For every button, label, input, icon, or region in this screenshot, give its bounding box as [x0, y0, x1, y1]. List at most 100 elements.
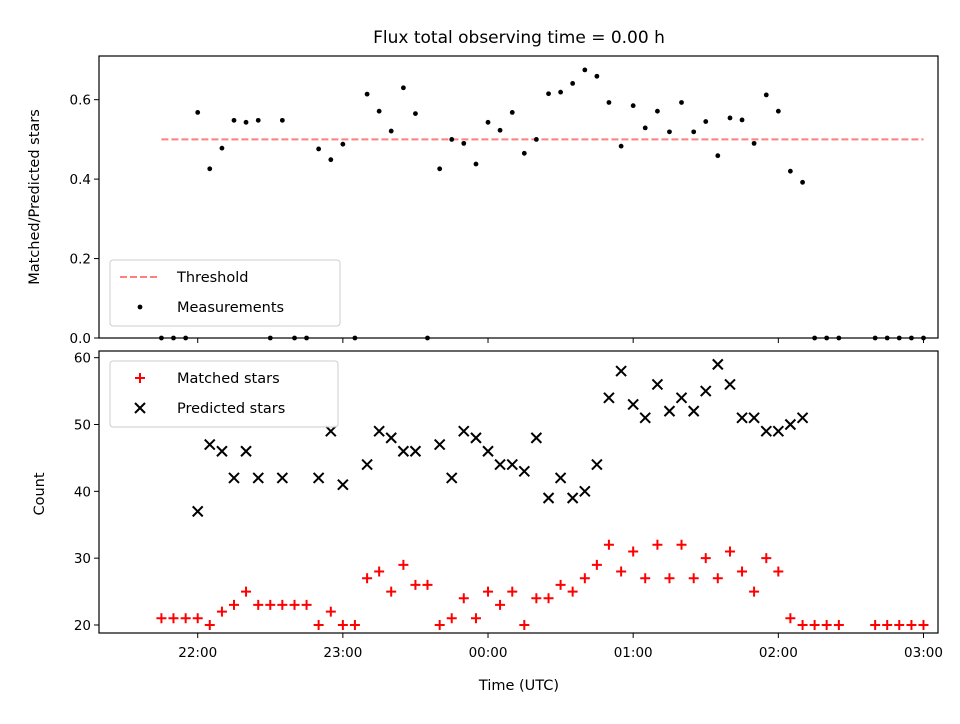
predicted-stars-point — [361, 458, 373, 471]
matched-stars-point — [422, 579, 433, 590]
matched-stars-point — [894, 619, 905, 630]
measurements-point — [787, 168, 793, 174]
measurements-point — [618, 143, 624, 149]
predicted-stars-point — [252, 472, 264, 484]
legend-measurements-swatch — [137, 304, 143, 310]
top-y-axis-label: Matched/Predicted stars — [27, 109, 43, 285]
bottom-axes-frame — [98, 350, 939, 634]
measurements-point — [255, 117, 261, 123]
predicted-stars-point — [216, 445, 228, 457]
matched-stars-point — [555, 579, 566, 590]
predicted-stars-point — [446, 472, 458, 484]
matched-stars-point — [918, 619, 929, 630]
measurements-point — [739, 117, 745, 123]
measurements-point — [231, 117, 237, 123]
predicted-stars-point — [651, 378, 664, 391]
predicted-stars-point — [506, 458, 518, 471]
matched-stars-point — [712, 573, 723, 584]
matched-stars-point — [688, 573, 699, 584]
matched-stars-point — [362, 573, 373, 584]
matched-stars-point — [180, 613, 191, 624]
matched-stars-point — [216, 606, 227, 617]
matched-stars-point — [543, 593, 554, 604]
bottom-y-tick-label: 60 — [74, 351, 91, 367]
predicted-stars-point — [482, 445, 494, 457]
measurements-point — [594, 73, 600, 79]
bottom-legend — [109, 360, 339, 428]
matched-stars-point — [313, 619, 324, 630]
legend-measurements-label: Measurements — [177, 300, 284, 316]
measurements-point — [461, 140, 467, 146]
matched-stars-point — [289, 599, 300, 610]
matched-stars-point — [265, 599, 276, 610]
matched-stars-point — [664, 573, 675, 584]
matched-stars-point — [470, 613, 481, 624]
predicted-stars-point — [639, 412, 651, 424]
matched-stars-point — [410, 579, 421, 590]
predicted-stars-point — [687, 405, 700, 417]
measurements-point — [800, 179, 805, 185]
chart-title: Flux total observing time = 0.00 h — [373, 28, 665, 48]
x-tick-label: 22:00 — [178, 645, 217, 661]
measurements-point — [667, 129, 672, 135]
x-tick-label: 00:00 — [469, 645, 508, 661]
matched-stars-point — [785, 613, 796, 624]
matched-stars-point — [495, 599, 506, 610]
matched-stars-point — [374, 566, 385, 577]
measurements-point — [606, 100, 612, 105]
legend-matched-stars-swatch — [135, 373, 145, 383]
x-axis-label: Time (UTC) — [478, 678, 559, 694]
matched-stars-point — [870, 619, 881, 630]
measurements-point — [533, 137, 539, 142]
measurements-point — [521, 150, 527, 156]
matched-stars-point — [773, 566, 784, 577]
matched-stars-point — [446, 613, 457, 624]
x-tick-label: 02:00 — [759, 645, 798, 661]
predicted-stars-point — [784, 418, 797, 431]
top-y-tick-label: 0.4 — [70, 172, 91, 188]
predicted-stars-point — [603, 392, 615, 404]
measurements-point — [546, 91, 551, 97]
measurements-point — [679, 100, 684, 105]
predicted-stars-point — [204, 438, 216, 451]
predicted-stars-point — [736, 412, 748, 424]
predicted-stars-point — [228, 472, 240, 484]
bottom-y-axis-label: Count — [32, 472, 48, 515]
measurements-point — [630, 103, 636, 109]
matched-stars-point — [652, 539, 663, 550]
measurements-point — [570, 81, 576, 86]
matched-stars-point — [398, 559, 409, 570]
predicted-stars-point — [748, 412, 760, 424]
predicted-stars-point — [494, 458, 506, 471]
measurements-point — [727, 115, 733, 121]
matched-stars-point — [277, 599, 288, 610]
x-tick-label: 23:00 — [323, 645, 362, 661]
measurements-point — [376, 108, 382, 114]
matched-stars-point — [882, 619, 893, 630]
matched-stars-point — [337, 619, 348, 630]
top-axes-frame — [98, 55, 939, 339]
predicted-stars-point — [385, 432, 397, 444]
matched-stars-point — [616, 566, 627, 577]
bottom-y-tick-label: 40 — [74, 484, 91, 500]
predicted-stars-point — [712, 358, 724, 371]
measurements-point — [413, 111, 418, 116]
predicted-stars-point — [373, 425, 385, 437]
predicted-stars-point — [627, 398, 639, 411]
bottom-y-tick-label: 50 — [74, 418, 91, 434]
measurements-point — [279, 117, 285, 123]
measurements-point — [473, 161, 479, 167]
matched-stars-point — [761, 553, 772, 564]
matched-stars-point — [325, 606, 336, 617]
predicted-stars-point — [191, 505, 204, 518]
matched-stars-point — [567, 586, 578, 597]
top-panel: 0.0 0.2 0.4 0.6 Threshold Measurements — [70, 55, 939, 347]
measurements-point — [691, 129, 697, 135]
top-y-tick-label: 0.0 — [70, 331, 91, 347]
measurements-point — [763, 92, 769, 98]
legend-matched-stars-label: Matched stars — [177, 371, 280, 387]
matched-stars-point — [700, 553, 711, 564]
matched-stars-point — [253, 599, 264, 610]
predicted-stars-point — [240, 445, 252, 457]
measurements-point — [400, 85, 406, 91]
